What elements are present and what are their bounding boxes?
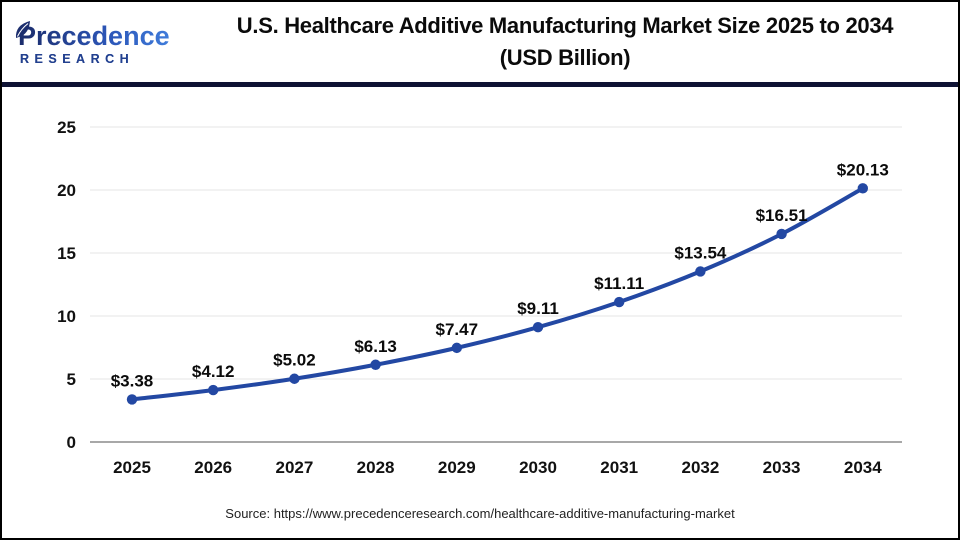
data-point-label: $5.02 xyxy=(273,351,316,370)
y-tick-label: 20 xyxy=(57,181,76,200)
x-tick-label: 2029 xyxy=(438,458,476,477)
x-tick-label: 2028 xyxy=(357,458,395,477)
data-point-label: $16.51 xyxy=(756,206,808,225)
data-point xyxy=(695,266,706,277)
x-tick-label: 2030 xyxy=(519,458,557,477)
x-tick-label: 2026 xyxy=(194,458,232,477)
data-point xyxy=(208,384,219,396)
x-tick-label: 2027 xyxy=(275,458,313,477)
data-point xyxy=(532,322,544,333)
y-tick-label: 10 xyxy=(57,307,76,326)
y-tick-label: 5 xyxy=(67,370,76,389)
data-point-label: $13.54 xyxy=(674,243,727,262)
y-tick-label: 25 xyxy=(57,118,76,137)
data-point xyxy=(614,296,625,308)
data-point-label: $6.13 xyxy=(354,337,397,356)
header: Precedence RESEARCH U.S. Healthcare Addi… xyxy=(2,2,958,82)
x-tick-label: 2032 xyxy=(681,458,719,477)
market-size-line xyxy=(130,186,865,402)
source-text: Source: https://www.precedenceresearch.c… xyxy=(225,506,735,521)
data-point-label: $7.47 xyxy=(436,320,479,339)
x-tick-label: 2034 xyxy=(844,458,882,477)
y-tick-label: 0 xyxy=(67,433,76,452)
leaf-icon xyxy=(15,20,32,43)
page-title-line1: U.S. Healthcare Additive Manufacturing M… xyxy=(236,13,894,39)
y-tick-label: 15 xyxy=(57,244,76,263)
data-point-label: $11.11 xyxy=(594,274,644,293)
data-point xyxy=(776,228,787,240)
precedence-research-logo: Precedence RESEARCH xyxy=(15,19,186,66)
header-divider xyxy=(2,82,958,87)
data-point-label: $3.38 xyxy=(111,371,154,390)
data-point xyxy=(451,342,462,354)
data-point-label: $4.12 xyxy=(192,362,235,381)
logo-wordmark: Precedence xyxy=(16,22,186,50)
x-tick-label: 2031 xyxy=(600,458,638,477)
data-point xyxy=(857,183,868,194)
x-tick-label: 2025 xyxy=(113,458,151,477)
page-title-line2: (USD Billion) xyxy=(499,45,631,70)
data-point-label: $20.13 xyxy=(837,160,889,179)
logo-subtitle: RESEARCH xyxy=(16,53,186,66)
market-line-chart: 0510152025$3.382025$4.122026$5.022027$6.… xyxy=(57,118,902,477)
data-point xyxy=(126,394,138,405)
data-point-label: $9.11 xyxy=(517,299,559,318)
data-point xyxy=(289,373,300,384)
x-tick-label: 2033 xyxy=(763,458,801,477)
footer: Source: https://www.precedenceresearch.c… xyxy=(2,497,958,538)
data-point xyxy=(370,359,381,370)
page-title: U.S. Healthcare Additive Manufacturing M… xyxy=(186,10,944,74)
